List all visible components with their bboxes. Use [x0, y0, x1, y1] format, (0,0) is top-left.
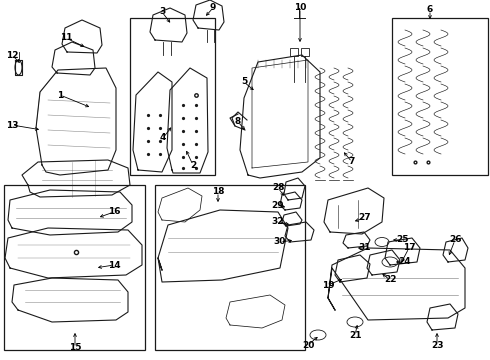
Text: 22: 22	[384, 275, 396, 284]
Text: 17: 17	[403, 243, 416, 252]
Text: 10: 10	[294, 4, 306, 13]
Text: 28: 28	[272, 184, 284, 193]
Text: 1: 1	[57, 90, 63, 99]
Text: 31: 31	[359, 243, 371, 252]
Text: 23: 23	[431, 341, 443, 350]
Bar	[301, 48, 309, 56]
Text: 16: 16	[108, 207, 120, 216]
Text: 32: 32	[272, 217, 284, 226]
Text: 18: 18	[212, 188, 224, 197]
Text: 14: 14	[108, 261, 121, 270]
Text: 5: 5	[241, 77, 247, 86]
Text: 21: 21	[349, 330, 361, 339]
Text: 27: 27	[359, 213, 371, 222]
Text: 15: 15	[69, 343, 81, 352]
Text: 13: 13	[6, 121, 18, 130]
Text: 25: 25	[396, 235, 408, 244]
Text: 2: 2	[190, 161, 196, 170]
Text: 20: 20	[302, 341, 314, 350]
Bar	[155, 185, 305, 350]
Bar	[290, 48, 298, 56]
Text: 12: 12	[6, 50, 18, 59]
Bar	[4, 185, 145, 350]
Text: 30: 30	[274, 238, 286, 247]
Text: 26: 26	[449, 235, 461, 244]
Text: 19: 19	[322, 280, 334, 289]
Text: 4: 4	[160, 134, 166, 143]
Text: 29: 29	[271, 201, 284, 210]
Text: 9: 9	[210, 4, 216, 13]
Text: 24: 24	[399, 257, 411, 266]
Bar	[130, 18, 215, 175]
Text: 11: 11	[60, 33, 72, 42]
Text: 7: 7	[349, 158, 355, 166]
Text: 3: 3	[159, 8, 165, 17]
Text: 6: 6	[427, 5, 433, 14]
Bar	[392, 18, 488, 175]
Text: 8: 8	[235, 117, 241, 126]
